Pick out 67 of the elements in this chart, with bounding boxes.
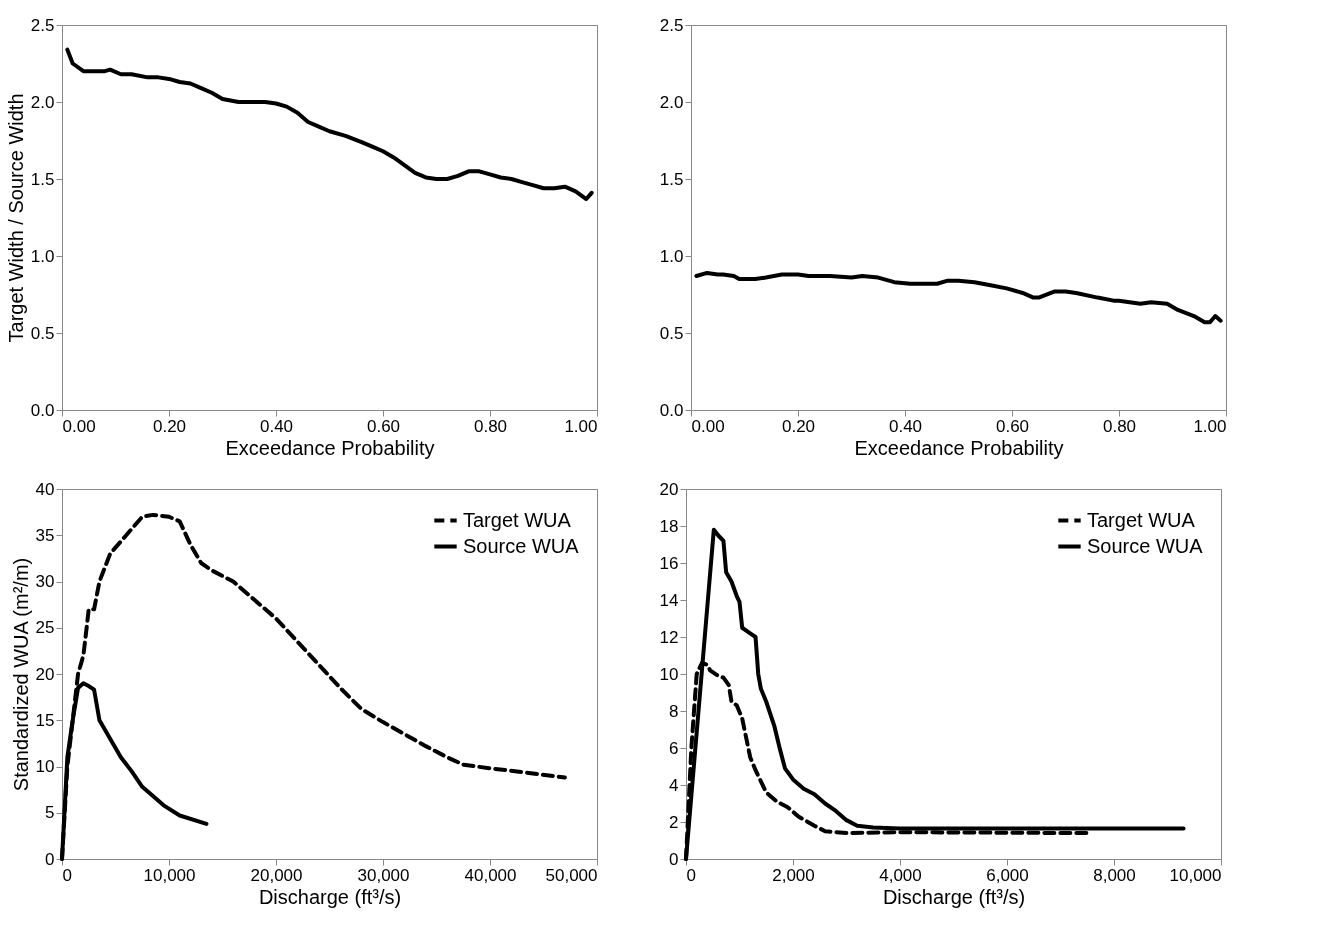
x-axis-title: Discharge (ft³/s): [258, 885, 402, 908]
y-tick-label: 20: [659, 479, 679, 499]
legend-label: Source WUA: [463, 534, 580, 557]
y-tick-label: 16: [659, 553, 679, 573]
x-tick-label: 30,000: [357, 865, 410, 885]
y-tick-label: 12: [659, 627, 679, 647]
y-tick-label: 14: [659, 590, 679, 610]
x-tick-label: 0.80: [473, 416, 508, 436]
y-tick-label: 25: [35, 618, 55, 638]
y-tick-label: 15: [35, 710, 55, 730]
y-tick-label: 35: [35, 525, 55, 545]
y-tick-label: 1.0: [659, 246, 684, 266]
y-axis-title: Target Width / Source Width: [4, 93, 27, 343]
x-tick-label: 0: [62, 865, 72, 885]
x-tick-label: 8,000: [1093, 865, 1136, 885]
x-tick-label: 0.40: [259, 416, 294, 436]
y-tick-label: 2.0: [659, 92, 684, 112]
x-tick-label: 10,000: [143, 865, 196, 885]
legend-label: Target WUA: [463, 508, 572, 531]
y-tick-label: 1.0: [30, 246, 55, 266]
y-tick-label: 5: [45, 803, 55, 823]
x-tick-label: 4,000: [879, 865, 922, 885]
x-tick-label: 1.00: [564, 416, 598, 436]
line-series: [694, 270, 1223, 325]
x-tick-label: 0.60: [995, 416, 1030, 436]
y-tick-label: 0.5: [30, 323, 55, 343]
x-axis-title: Discharge (ft³/s): [882, 885, 1026, 908]
x-tick-label: 10,000: [1169, 865, 1222, 885]
x-tick-label: 0.40: [888, 416, 923, 436]
y-axis-title: Standardized WUA (m²/m): [9, 557, 32, 792]
x-tick-label: 0.60: [366, 416, 401, 436]
y-tick-label: 20: [35, 664, 55, 684]
x-tick-label: 40,000: [464, 865, 517, 885]
y-tick-label: 10: [35, 757, 55, 776]
y-tick-label: 18: [659, 516, 679, 536]
x-tick-label: 20,000: [250, 865, 303, 885]
x-axis-title: Exceedance Probability: [854, 436, 1064, 459]
x-tick-label: 0.20: [152, 416, 187, 436]
y-tick-label: 0.0: [659, 400, 684, 420]
y-tick-label: 40: [35, 479, 55, 499]
x-tick-label: 50,000: [545, 865, 598, 885]
y-tick-label: 4: [669, 775, 679, 795]
y-tick-label: 0: [45, 849, 55, 869]
y-tick-label: 10: [659, 664, 679, 684]
y-tick-label: 1.5: [30, 169, 55, 189]
y-tick-label: 8: [669, 701, 679, 721]
x-tick-label: 0.00: [62, 416, 96, 436]
y-tick-label: 2.5: [659, 15, 684, 35]
y-tick-label: 0.5: [659, 323, 684, 343]
y-tick-label: 30: [35, 572, 55, 591]
x-tick-label: 0.00: [691, 416, 725, 436]
legend-label: Source WUA: [1087, 534, 1204, 557]
line-series: [65, 47, 594, 202]
y-tick-label: 0.0: [30, 400, 55, 420]
x-tick-label: 0.80: [1102, 416, 1137, 436]
y-tick-label: 6: [669, 738, 679, 758]
x-tick-label: 2,000: [772, 865, 815, 885]
y-tick-label: 2.0: [30, 92, 55, 112]
y-tick-label: 0: [669, 849, 679, 869]
y-tick-label: 2: [669, 812, 679, 832]
x-axis-title: Exceedance Probability: [225, 436, 435, 459]
x-tick-label: 6,000: [986, 865, 1029, 885]
legend-label: Target WUA: [1087, 508, 1196, 531]
x-tick-label: 0.20: [781, 416, 816, 436]
y-tick-label: 2.5: [30, 15, 55, 35]
x-tick-label: 1.00: [1193, 416, 1227, 436]
y-tick-label: 1.5: [659, 169, 684, 189]
